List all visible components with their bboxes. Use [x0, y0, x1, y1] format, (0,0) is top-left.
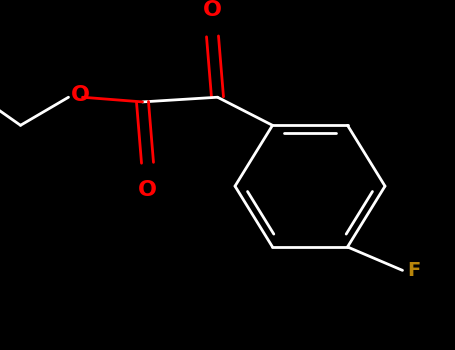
Text: O: O — [71, 85, 90, 105]
Text: F: F — [408, 261, 421, 280]
Text: O: O — [138, 180, 157, 200]
Text: O: O — [203, 0, 222, 20]
